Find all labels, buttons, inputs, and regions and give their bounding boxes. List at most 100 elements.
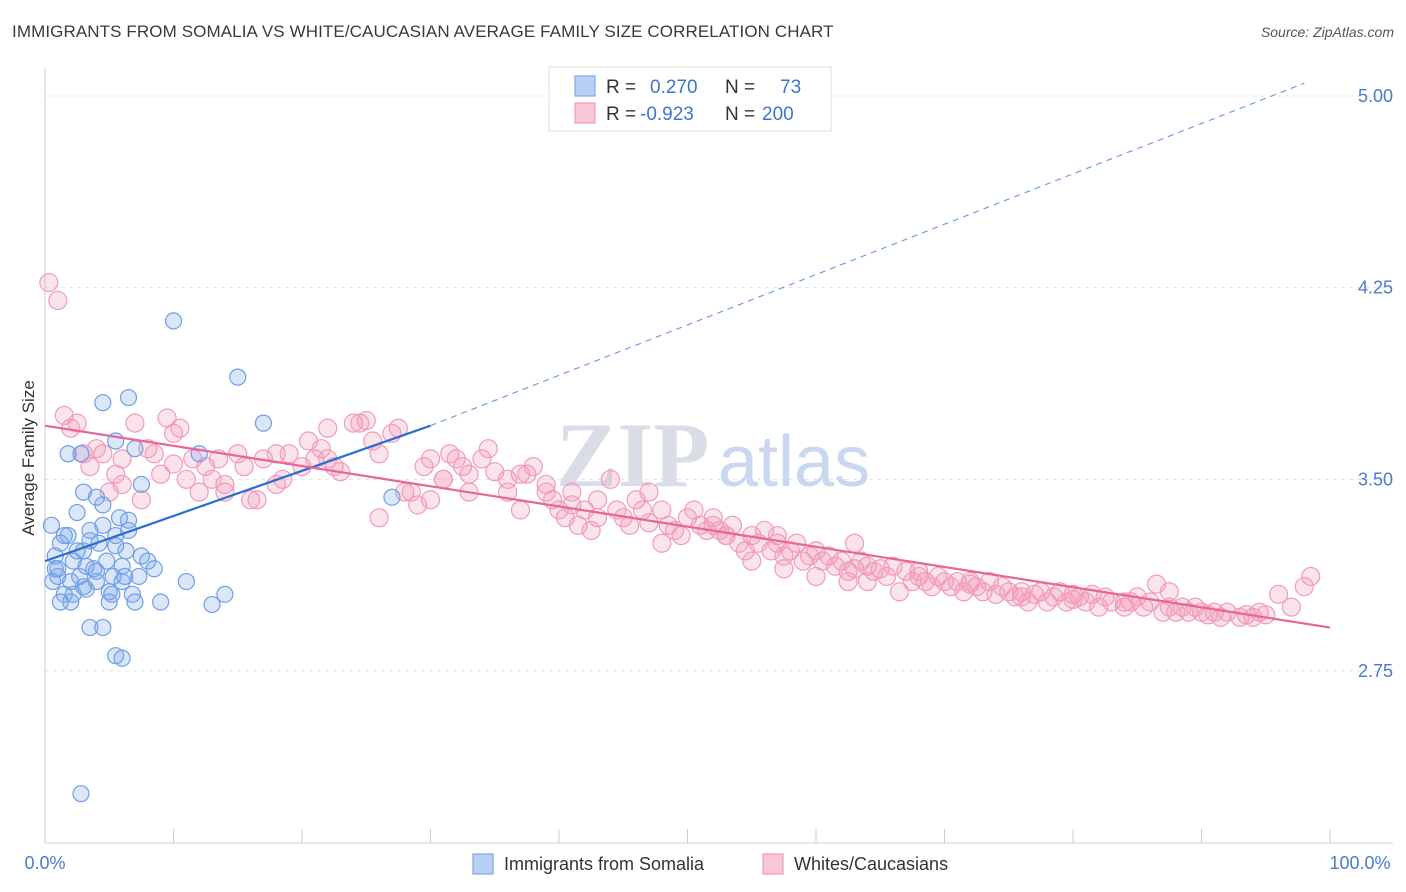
grid-lines (45, 95, 1393, 672)
somalia-point (72, 445, 90, 463)
somalia-point (126, 440, 144, 458)
whites-point (215, 474, 235, 495)
legend-r-value-2: -0.923 (640, 104, 694, 125)
whites-point (1146, 574, 1167, 594)
whites-point (1256, 605, 1276, 625)
somalia-point (98, 552, 116, 570)
whites-point (1018, 592, 1038, 612)
somalia-point (81, 618, 99, 637)
whites-point (498, 469, 518, 489)
x-axis-ticks: 0.0% 100.0% (24, 853, 1390, 873)
somalia-trend-extension (430, 82, 1305, 427)
whites-point (1005, 587, 1025, 607)
whites-point (600, 469, 621, 489)
y-tick-label: 5.00 (1358, 86, 1393, 106)
whites-point (1063, 589, 1083, 610)
somalia-point (87, 488, 106, 506)
whites-point (992, 577, 1012, 597)
whites-point (671, 525, 691, 546)
series-whites-points (39, 272, 1321, 627)
whites-point (1294, 577, 1314, 597)
whites-point (241, 490, 261, 510)
somalia-point (51, 593, 70, 611)
whites-point (446, 449, 466, 469)
somalia-point (87, 562, 106, 580)
bottom-legend-label-somalia: Immigrants from Somalia (504, 854, 705, 874)
whites-point (928, 566, 948, 587)
whites-point (742, 551, 762, 571)
whites-point (163, 423, 184, 443)
somalia-point (94, 618, 112, 637)
whites-point (857, 571, 878, 592)
somalia-point (126, 593, 144, 611)
whites-trend-line (44, 424, 1331, 629)
whites-point (170, 418, 190, 438)
whites-point (652, 533, 672, 553)
whites-point (1281, 597, 1302, 617)
somalia-point (42, 516, 61, 534)
trend-lines (44, 82, 1331, 629)
whites-point (369, 508, 389, 528)
whites-point (48, 290, 68, 311)
y-axis-label: Average Family Size (19, 380, 38, 536)
whites-point (1211, 607, 1231, 627)
somalia-point (107, 537, 125, 555)
whites-point (536, 482, 556, 502)
whites-point (851, 551, 871, 571)
whites-point (510, 500, 531, 520)
somalia-point (229, 368, 247, 386)
somalia-point (132, 475, 150, 494)
legend-box (548, 66, 832, 132)
whites-point (825, 556, 845, 576)
somalia-point (64, 552, 82, 570)
whites-point (279, 444, 299, 464)
whites-point (639, 482, 659, 502)
somalia-point (203, 595, 221, 614)
whites-point (408, 495, 428, 515)
whites-point (877, 566, 897, 587)
bottom-legend-swatch-somalia (472, 853, 494, 875)
whites-point (562, 495, 582, 515)
whites-point (459, 464, 479, 484)
bottom-legend-swatch-whites (762, 853, 784, 875)
whites-point (1011, 587, 1032, 607)
whites-point (189, 482, 209, 502)
whites-point (247, 490, 267, 510)
whites-point (1114, 597, 1135, 617)
whites-point (915, 571, 935, 592)
whites-point (716, 525, 736, 546)
whites-point (234, 456, 254, 477)
somalia-point (113, 649, 131, 667)
whites-point (420, 449, 441, 469)
watermark-atlas: atlas (718, 422, 870, 502)
somalia-point (46, 560, 64, 578)
whites-point (440, 444, 460, 464)
somalia-point (44, 572, 62, 591)
whites-point (844, 533, 865, 553)
legend-swatch-whites (574, 102, 596, 124)
somalia-point (152, 593, 170, 611)
y-tick-label: 2.75 (1358, 661, 1393, 681)
whites-point (517, 464, 537, 484)
legend-n-label-2: N = (725, 104, 755, 125)
legend-n-value-1: 73 (780, 77, 801, 98)
whites-point (1044, 587, 1064, 607)
whites-point (1089, 597, 1109, 617)
whites-point (793, 551, 813, 571)
somalia-point (72, 785, 90, 803)
whites-point (536, 474, 556, 495)
somalia-point (94, 394, 112, 412)
somalia-point (68, 503, 86, 522)
somalia-point (74, 483, 93, 501)
somalia-point (119, 388, 138, 407)
legend-r-label-2: R = (606, 104, 636, 125)
whites-point (163, 454, 184, 474)
whites-point (414, 456, 434, 477)
axes (44, 68, 1393, 844)
whites-point (67, 413, 87, 433)
whites-point (202, 469, 222, 489)
whites-point (39, 272, 59, 293)
y-tick-label: 4.25 (1358, 278, 1393, 298)
somalia-point (62, 572, 80, 591)
